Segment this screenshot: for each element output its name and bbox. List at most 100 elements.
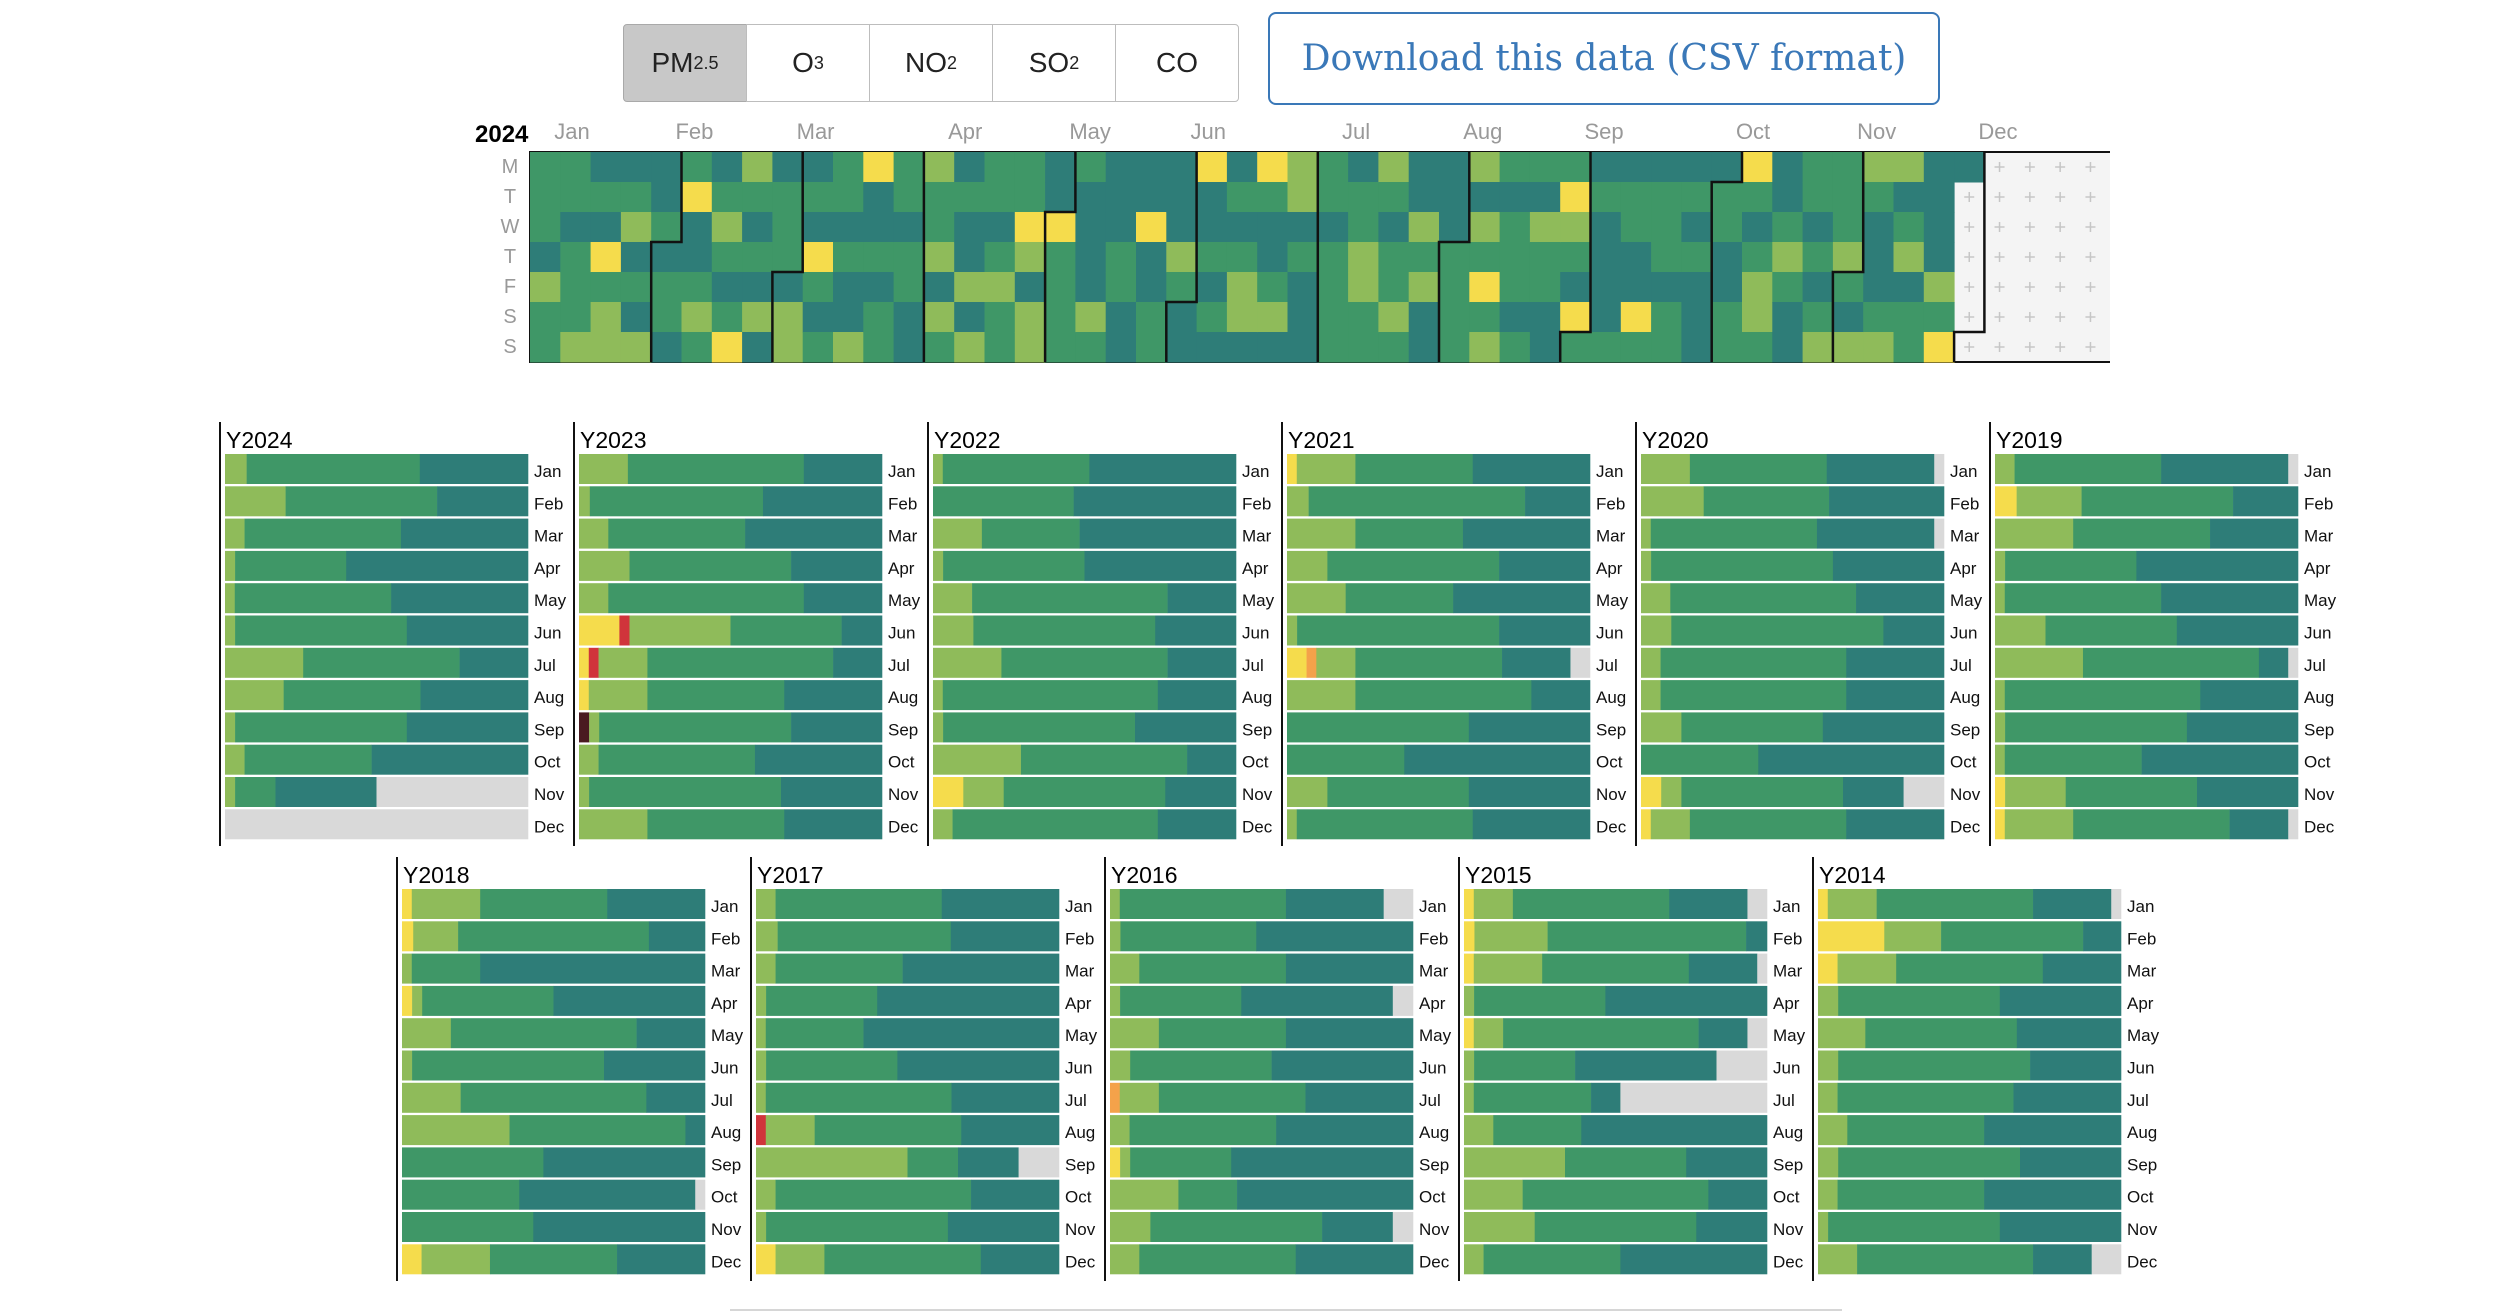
bar-segment-fair — [933, 712, 944, 743]
pollutant-button-so2[interactable]: SO 2 — [992, 24, 1116, 102]
bar-segment-unhealthy-sensitive — [579, 647, 590, 678]
empty-day-marker — [2055, 192, 2066, 202]
pollutant-button-no2[interactable]: NO 2 — [869, 24, 993, 102]
bar-segment-good — [406, 615, 529, 646]
month-label: Apr — [534, 559, 561, 578]
bar-segment-good — [1256, 921, 1414, 952]
bar-segment-moderate — [402, 1212, 534, 1242]
weekday-label: T — [504, 186, 516, 208]
bar-segment-no-data — [695, 1179, 706, 1210]
day-cell — [1469, 242, 1501, 273]
pollutant-label: SO — [1028, 47, 1070, 78]
bar-segment-very-unhealthy — [619, 615, 630, 646]
bar-segment-good — [646, 1082, 706, 1113]
month-label: Jul — [534, 656, 556, 675]
bar-segment-good — [459, 647, 529, 678]
day-cell — [620, 182, 652, 213]
download-csv-button[interactable]: Download this data (CSV format) — [1268, 12, 1940, 105]
month-label: Aug — [1242, 688, 1272, 707]
bar-segment-moderate — [777, 921, 952, 952]
year-panel-y2014: Y2014 Jan Feb Mar Apr May Jun Jul Aug Sep Oct Nov De… — [1812, 857, 2160, 1281]
day-cell — [1742, 242, 1773, 273]
bar-segment-fair — [589, 712, 600, 743]
month-label: Oct — [711, 1188, 738, 1207]
bar-segment-good — [1237, 1179, 1414, 1210]
bar-segment-fair — [1110, 1115, 1130, 1146]
day-cell — [833, 152, 864, 183]
bar-segment-good — [841, 615, 883, 646]
bar-segment-moderate — [775, 889, 943, 919]
bar-segment-good — [1322, 1212, 1394, 1242]
bar-segment-fair — [1464, 1115, 1494, 1146]
month-boundary — [771, 152, 804, 362]
day-cell — [1590, 182, 1622, 213]
bar-segment-fair — [225, 583, 236, 614]
bar-segment-fair — [1818, 1244, 1858, 1275]
bar-segment-moderate — [2005, 550, 2137, 581]
bar-segment-fair — [629, 615, 731, 646]
bar-segment-good — [1472, 454, 1591, 484]
month-label: Nov — [888, 785, 919, 804]
month-label: Jun — [711, 1059, 738, 1078]
day-cell — [1832, 152, 1864, 183]
bar-segment-fair — [933, 550, 944, 581]
day-cell — [1560, 182, 1591, 213]
month-label: Apr — [1242, 559, 1269, 578]
day-cell — [1560, 272, 1591, 303]
day-cell — [984, 302, 1016, 333]
bar-segment-good — [604, 1050, 706, 1081]
day-cell — [711, 302, 743, 333]
day-cell — [1923, 242, 1955, 273]
bar-segment-moderate — [766, 985, 878, 1016]
pollutant-label: PM — [651, 47, 694, 78]
month-label: Apr — [2127, 994, 2154, 1013]
day-cell — [1651, 212, 1682, 243]
day-cell — [1317, 242, 1349, 273]
bar-segment-fair — [1464, 1082, 1475, 1113]
day-cell — [1711, 242, 1743, 273]
bar-segment-fair — [1473, 889, 1514, 919]
empty-day-marker — [2085, 252, 2096, 262]
bar-segment-fair — [1818, 1212, 1829, 1242]
bar-segment-fair — [933, 680, 944, 711]
bar-segment-unhealthy — [1306, 647, 1317, 678]
day-cell — [1590, 152, 1622, 183]
month-label: Jul — [1773, 1091, 1795, 1110]
bar-segment-good — [1073, 486, 1237, 517]
bar-segment-moderate — [1689, 454, 1828, 484]
bar-segment-fair — [933, 454, 944, 484]
day-cell — [590, 182, 622, 213]
day-cell — [1802, 332, 1834, 363]
month-label: Dec — [1596, 817, 1627, 836]
bar-segment-fair — [1995, 712, 2006, 743]
day-cell — [1105, 242, 1137, 273]
empty-day-marker — [2024, 222, 2035, 232]
month-label: Jun — [888, 624, 915, 643]
day-cell — [923, 332, 955, 363]
day-cell — [1742, 272, 1773, 303]
day-cell — [1681, 242, 1713, 273]
day-cell — [772, 212, 804, 243]
day-cell — [1166, 332, 1198, 363]
bar-segment-fair — [1316, 647, 1356, 678]
day-cell — [802, 332, 834, 363]
day-cell — [1348, 242, 1379, 273]
month-label: Jan — [1950, 462, 1977, 481]
day-cell — [1681, 152, 1713, 183]
day-cell — [711, 242, 743, 273]
bar-segment-moderate — [1837, 1082, 2014, 1113]
day-cell — [1166, 302, 1198, 333]
year-title: Y2014 — [1819, 862, 1886, 888]
bar-segment-fair — [1641, 583, 1671, 614]
bar-segment-moderate — [765, 1082, 952, 1113]
pollutant-button-pm25[interactable]: PM 2.5 — [623, 24, 747, 102]
day-cell — [772, 272, 804, 303]
bar-segment-good — [1843, 777, 1904, 807]
bar-segment-moderate — [1876, 889, 2034, 919]
day-cell — [1014, 272, 1046, 303]
month-boundary — [649, 152, 683, 362]
bar-segment-good — [1157, 680, 1237, 711]
bar-segment-fair — [1120, 1147, 1131, 1178]
pollutant-button-co[interactable]: CO — [1115, 24, 1239, 102]
bar-segment-moderate — [1660, 647, 1847, 678]
